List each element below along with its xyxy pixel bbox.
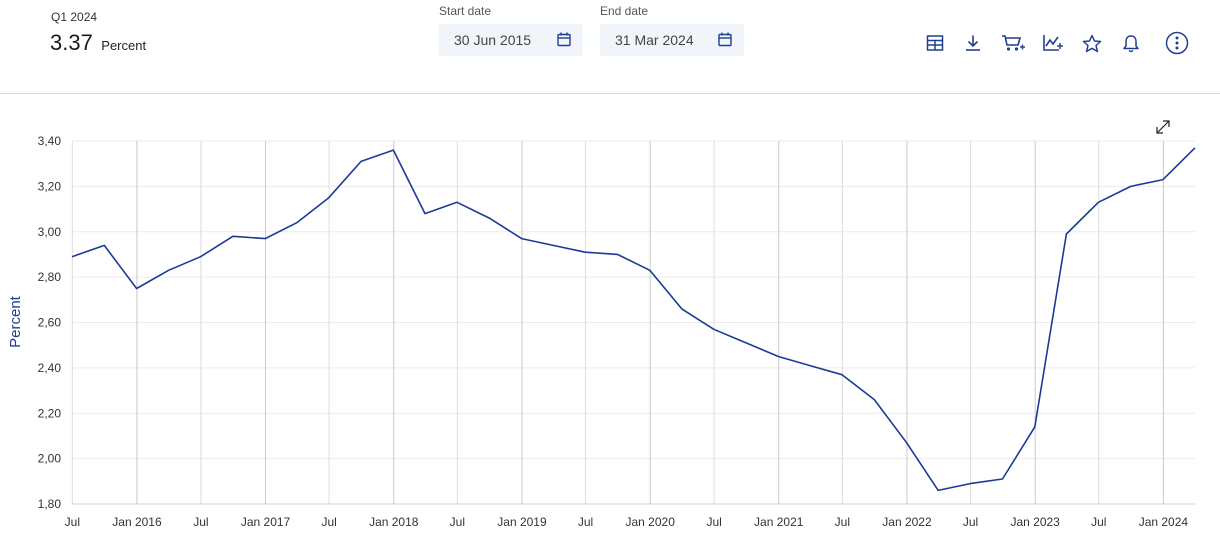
- end-date-value: 31 Mar 2024: [615, 32, 694, 48]
- y-tick-label: 3,00: [38, 225, 62, 239]
- y-tick-label: 1,80: [38, 497, 62, 511]
- data-point[interactable]: [806, 362, 814, 370]
- data-point[interactable]: [197, 253, 205, 261]
- x-tick-label: Jan 2021: [754, 515, 804, 529]
- data-point[interactable]: [1031, 423, 1039, 431]
- x-tick-label: Jan 2016: [112, 515, 162, 529]
- data-point[interactable]: [678, 305, 686, 313]
- data-point[interactable]: [1062, 230, 1070, 238]
- x-tick-label: Jan 2023: [1010, 515, 1060, 529]
- y-tick-label: 2,00: [38, 452, 62, 466]
- data-point[interactable]: [293, 219, 301, 227]
- data-point[interactable]: [325, 194, 333, 202]
- x-axis-ticks: Jul Jan 2016 Jul Jan 2017 Jul Jan 2018 Jul Jan …: [65, 515, 1189, 529]
- table-icon[interactable]: [922, 30, 948, 56]
- data-point[interactable]: [357, 157, 365, 165]
- data-point[interactable]: [100, 241, 108, 249]
- data-point[interactable]: [710, 325, 718, 333]
- x-tick-label: Jan 2019: [497, 515, 547, 529]
- data-point[interactable]: [838, 371, 846, 379]
- data-point[interactable]: [518, 235, 526, 243]
- start-date-group: Start date 30 Jun 2015: [439, 4, 583, 56]
- calendar-icon[interactable]: [718, 32, 732, 50]
- x-tick-label: Jul: [706, 515, 721, 529]
- data-point[interactable]: [165, 266, 173, 274]
- data-point[interactable]: [870, 396, 878, 404]
- data-point[interactable]: [999, 475, 1007, 483]
- data-point[interactable]: [261, 235, 269, 243]
- horizontal-gridlines: [72, 140, 1195, 505]
- start-date-field[interactable]: 30 Jun 2015: [439, 24, 583, 56]
- data-point[interactable]: [1127, 182, 1135, 190]
- start-date-value: 30 Jun 2015: [454, 32, 532, 48]
- y-tick-label: 3,20: [38, 179, 62, 193]
- end-date-group: End date 31 Mar 2024: [600, 4, 744, 56]
- y-tick-label: 2,20: [38, 406, 62, 420]
- data-point[interactable]: [485, 214, 493, 222]
- data-point[interactable]: [389, 146, 397, 154]
- x-tick-label: Jul: [835, 515, 850, 529]
- data-point[interactable]: [133, 284, 141, 292]
- data-point[interactable]: [742, 339, 750, 347]
- data-point[interactable]: [453, 198, 461, 206]
- x-tick-label: Jul: [193, 515, 208, 529]
- header-bar: Q1 2024 3.37 Percent Start date 30 Jun 2…: [0, 0, 1220, 94]
- data-point[interactable]: [229, 232, 237, 240]
- x-tick-label: Jan 2018: [369, 515, 419, 529]
- data-point[interactable]: [646, 266, 654, 274]
- download-icon[interactable]: [960, 30, 986, 56]
- end-date-label: End date: [600, 4, 649, 18]
- data-point[interactable]: [421, 210, 429, 218]
- data-point[interactable]: [966, 480, 974, 488]
- x-tick-label: Jul: [65, 515, 80, 529]
- x-tick-label: Jul: [321, 515, 336, 529]
- calendar-icon[interactable]: [557, 32, 571, 50]
- x-tick-label: Jan 2017: [241, 515, 291, 529]
- x-tick-label: Jan 2020: [625, 515, 675, 529]
- data-point[interactable]: [934, 486, 942, 494]
- x-tick-label: Jul: [1091, 515, 1106, 529]
- series-line: [71, 147, 1196, 492]
- start-date-label: Start date: [439, 4, 492, 18]
- star-icon[interactable]: [1079, 30, 1105, 56]
- data-point[interactable]: [1159, 176, 1167, 184]
- expand-icon[interactable]: [1153, 117, 1173, 137]
- x-tick-label: Jan 2022: [882, 515, 932, 529]
- series: [68, 144, 1199, 494]
- data-point[interactable]: [1191, 144, 1199, 152]
- latest-value-unit: Percent: [101, 38, 147, 53]
- period-label: Q1 2024: [51, 10, 98, 24]
- bell-icon[interactable]: [1118, 30, 1144, 56]
- y-tick-label: 3,40: [38, 134, 62, 148]
- end-date-field[interactable]: 31 Mar 2024: [600, 24, 744, 56]
- latest-value-number: 3.37: [50, 30, 93, 55]
- line-chart: 3,40 3,20 3,00 2,80 2,60 2,40 2,20 2,00 1,80 Jul…: [7, 134, 1199, 529]
- add-series-icon[interactable]: [1040, 30, 1066, 56]
- y-tick-label: 2,80: [38, 270, 62, 284]
- y-tick-label: 2,60: [38, 316, 62, 330]
- x-tick-label: Jul: [578, 515, 593, 529]
- y-axis-label: Percent: [7, 295, 24, 348]
- data-point[interactable]: [549, 241, 557, 249]
- y-axis-ticks: 3,40 3,20 3,00 2,80 2,60 2,40 2,20 2,00 1,80: [38, 134, 62, 511]
- x-tick-label: Jan 2024: [1139, 515, 1189, 529]
- data-point[interactable]: [903, 439, 911, 447]
- more-icon[interactable]: [1164, 30, 1190, 56]
- y-tick-label: 2,40: [38, 361, 62, 375]
- data-point[interactable]: [1094, 198, 1102, 206]
- x-tick-label: Jul: [450, 515, 465, 529]
- latest-value: 3.37 Percent: [50, 30, 146, 56]
- data-point[interactable]: [581, 248, 589, 256]
- data-point[interactable]: [774, 353, 782, 361]
- data-point[interactable]: [614, 250, 622, 258]
- data-point[interactable]: [68, 253, 76, 261]
- cart-icon[interactable]: [1000, 30, 1026, 56]
- x-tick-label: Jul: [963, 515, 978, 529]
